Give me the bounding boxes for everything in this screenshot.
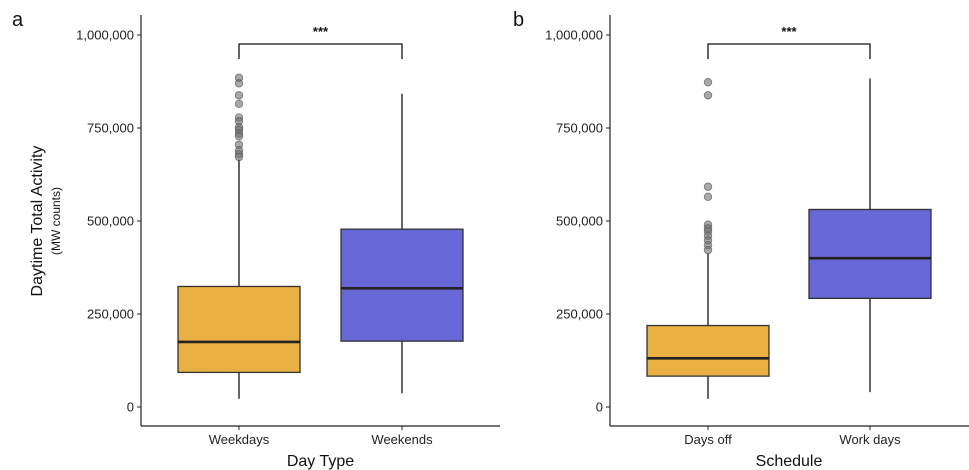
outlier-point [703, 245, 713, 255]
box-weekdays [177, 285, 301, 374]
x-tick-label: Work days [839, 432, 901, 447]
y-tick-label: 0 [596, 400, 603, 415]
y-tick-label: 1,000,000 [545, 28, 603, 43]
x-axis-title: Schedule [756, 453, 823, 470]
x-tick-label: Weekdays [209, 432, 270, 447]
y-tick-label: 250,000 [556, 307, 603, 322]
outlier-point [703, 182, 713, 191]
outlier-point [234, 131, 244, 141]
significance-label: *** [313, 24, 329, 39]
y-tick-label: 750,000 [556, 121, 603, 136]
outlier-point [703, 78, 713, 87]
outlier-point [234, 91, 244, 100]
outlier-point [703, 91, 713, 100]
panel-label-a: a [12, 9, 24, 31]
y-tick-label: 1,000,000 [76, 28, 134, 43]
significance-bracket [707, 43, 871, 59]
y-tick-label: 250,000 [87, 307, 134, 322]
y-axis-title: Daytime Total Activity [29, 146, 46, 297]
x-axis-title: Day Type [287, 453, 354, 470]
y-tick-label: 750,000 [87, 121, 134, 136]
outlier-point [234, 99, 244, 109]
outlier-point [234, 79, 244, 88]
y-tick-label: 500,000 [87, 214, 134, 229]
significance-bracket [238, 43, 403, 59]
panel-label-b: b [513, 9, 524, 31]
box-days-off [646, 324, 770, 377]
y-axis-subtitle: (MW counts) [49, 187, 63, 255]
box-weekends [340, 228, 464, 342]
outlier-point [234, 152, 244, 162]
box-work-days [808, 208, 932, 300]
y-tick-label: 500,000 [556, 214, 603, 229]
outlier-point [703, 192, 713, 202]
x-tick-label: Days off [684, 432, 732, 447]
x-tick-label: Weekends [371, 432, 433, 447]
significance-label: *** [781, 24, 797, 39]
y-tick-label: 0 [127, 400, 134, 415]
